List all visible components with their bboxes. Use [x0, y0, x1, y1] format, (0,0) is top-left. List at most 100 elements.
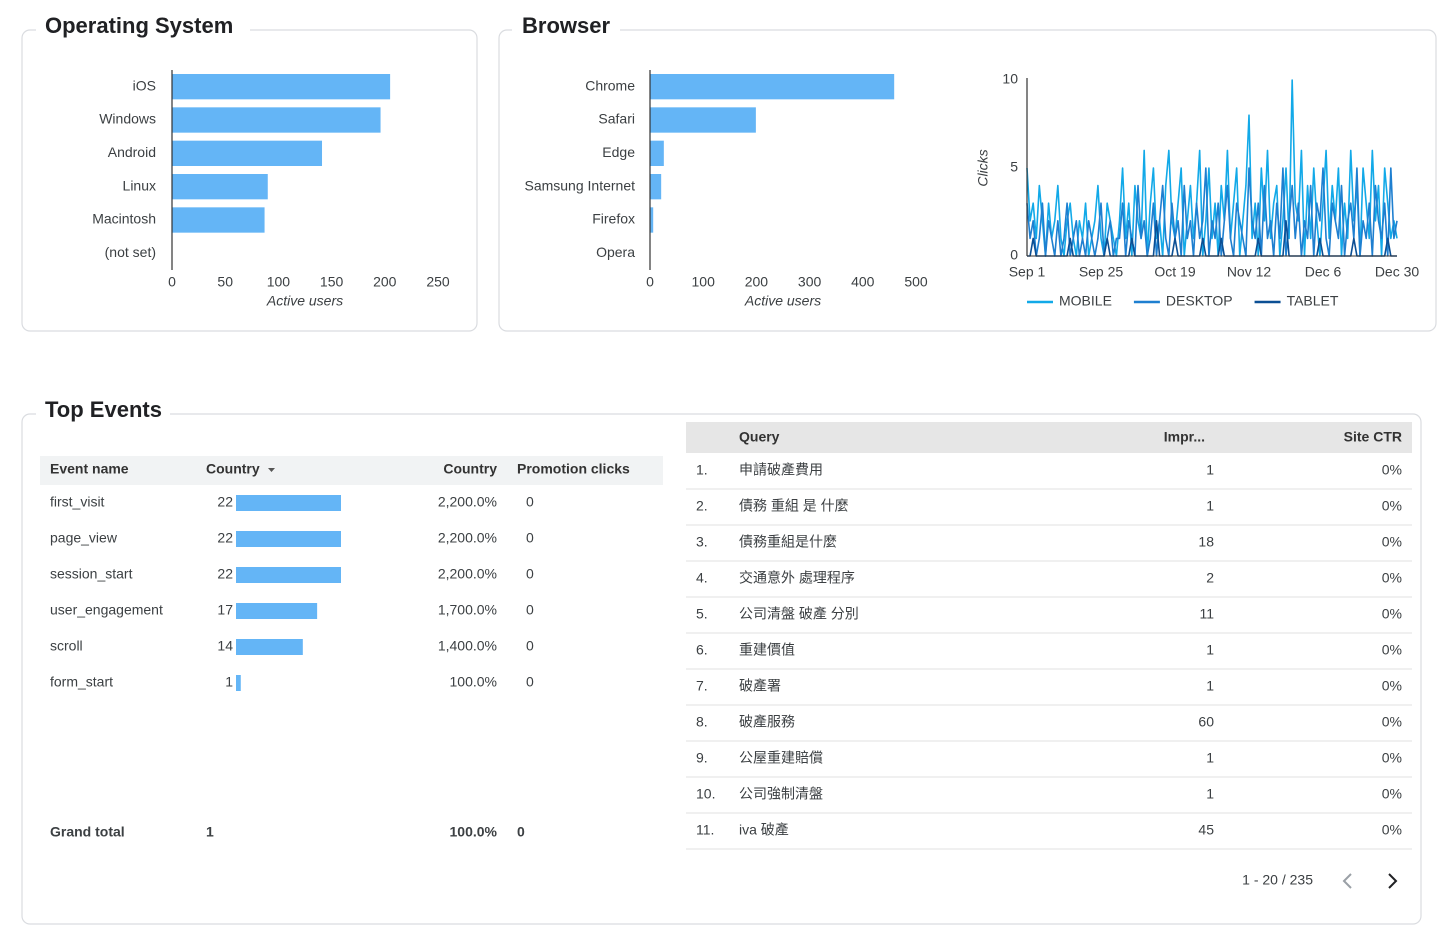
table-cell: 債務重組是什麼 [739, 534, 837, 550]
x-tick-label: 200 [745, 274, 769, 290]
chart-title: Browser [522, 13, 610, 38]
table-cell: 22 [217, 530, 233, 546]
x-tick-label: 250 [426, 274, 450, 290]
table-cell: page_view [50, 530, 118, 546]
category-label: Samsung Internet [524, 177, 635, 193]
x-tick-label: Dec 6 [1305, 264, 1342, 280]
next-page[interactable] [1388, 873, 1398, 889]
table-cell: 0 [526, 494, 534, 510]
category-label: (not set) [105, 244, 156, 260]
table-cell: 0% [1382, 534, 1402, 550]
table-cell: 100.0% [450, 674, 497, 690]
cell-bar [236, 495, 341, 511]
category-label: Edge [602, 144, 635, 160]
bar [650, 74, 895, 100]
table-cell: 1 [225, 674, 233, 690]
table-cell: 60 [1198, 714, 1214, 730]
table-cell: user_engagement [50, 602, 163, 618]
table-cell: 1 [1206, 750, 1214, 766]
category-label: Safari [598, 111, 635, 127]
line-series [1026, 167, 1398, 257]
bar [650, 207, 654, 233]
table-cell: 債務 重組 是 什麼 [739, 498, 849, 514]
table-cell: 22 [217, 566, 233, 582]
table-cell: 7. [696, 678, 708, 694]
table-cell: 17 [217, 602, 233, 618]
table-cell: 0% [1382, 786, 1402, 802]
table-cell: 公屋重建賠償 [739, 750, 823, 766]
table-cell: 1,400.0% [438, 638, 497, 654]
category-label: Chrome [585, 77, 635, 93]
table-header-bg [686, 422, 1412, 453]
prev-page[interactable] [1342, 873, 1352, 889]
bar [172, 107, 381, 133]
column-header: Promotion clicks [517, 461, 630, 477]
chart-title: Operating System [45, 13, 233, 38]
table-cell: 1. [696, 462, 708, 478]
table-cell: 45 [1198, 822, 1214, 838]
table-cell: 6. [696, 642, 708, 658]
table-cell: 0 [526, 602, 534, 618]
table-cell: 1 [1206, 786, 1214, 802]
table-cell: 5. [696, 606, 708, 622]
table-cell: 0% [1382, 498, 1402, 514]
column-header: Impr... [1164, 429, 1205, 445]
table-cell: 0 [526, 674, 534, 690]
column-header: Event name [50, 461, 129, 477]
x-tick-label: Oct 19 [1154, 264, 1195, 280]
table-cell: 1 [206, 824, 214, 840]
column-header: Site CTR [1344, 429, 1402, 445]
axis-title: Clicks [975, 149, 991, 186]
table-cell: 14 [217, 638, 233, 654]
table-cell: 公司清盤 破產 分別 [739, 606, 859, 622]
x-tick-label: Sep 1 [1009, 264, 1046, 280]
table-cell: 4. [696, 570, 708, 586]
x-tick-label: 100 [267, 274, 291, 290]
axis-title: Active users [266, 293, 343, 309]
legend-label: TABLET [1287, 293, 1339, 309]
table-cell: session_start [50, 566, 133, 582]
table-cell: 重建價值 [739, 642, 795, 658]
x-tick-label: 150 [320, 274, 344, 290]
table-cell: 10. [696, 786, 715, 802]
table-cell: 0 [526, 638, 534, 654]
table-cell: 破產服務 [739, 714, 795, 730]
pagination-label: 1 - 20 / 235 [1242, 872, 1313, 888]
table-cell: 0% [1382, 642, 1402, 658]
table-cell: 0 [526, 566, 534, 582]
x-tick-label: 500 [904, 274, 928, 290]
table-cell: iva 破產 [739, 822, 789, 838]
table-cell: 11 [1199, 606, 1214, 622]
y-tick-label: 5 [1010, 159, 1018, 175]
category-label: iOS [133, 77, 156, 93]
table-cell: 22 [217, 494, 233, 510]
table-cell: 0% [1382, 462, 1402, 478]
category-label: Linux [123, 177, 156, 193]
axis-title: Active users [744, 293, 821, 309]
table-cell: 破產署 [739, 678, 781, 694]
table-cell: 1,700.0% [438, 602, 497, 618]
table-cell: 18 [1198, 534, 1214, 550]
table-cell: 1 [1206, 678, 1214, 694]
x-tick-label: Nov 12 [1227, 264, 1272, 280]
table-cell: 0% [1382, 714, 1402, 730]
x-tick-label: 50 [217, 274, 233, 290]
category-label: Macintosh [92, 211, 156, 227]
table-cell: 1 [1206, 462, 1214, 478]
table-cell: 2,200.0% [438, 530, 497, 546]
legend-label: MOBILE [1059, 293, 1112, 309]
y-tick-label: 10 [1002, 71, 1018, 87]
section-title: Top Events [45, 397, 162, 422]
table-cell: 0 [517, 824, 525, 840]
table-cell: 申請破產費用 [739, 462, 823, 478]
table-cell: 公司強制清盤 [739, 786, 823, 802]
column-header: Query [739, 429, 780, 445]
sort-indicator[interactable] [268, 468, 275, 472]
table-cell: 3. [696, 534, 708, 550]
bar [650, 174, 662, 200]
bar [650, 140, 664, 166]
table-cell: form_start [50, 674, 113, 690]
bar [172, 140, 323, 166]
bar [650, 107, 756, 133]
